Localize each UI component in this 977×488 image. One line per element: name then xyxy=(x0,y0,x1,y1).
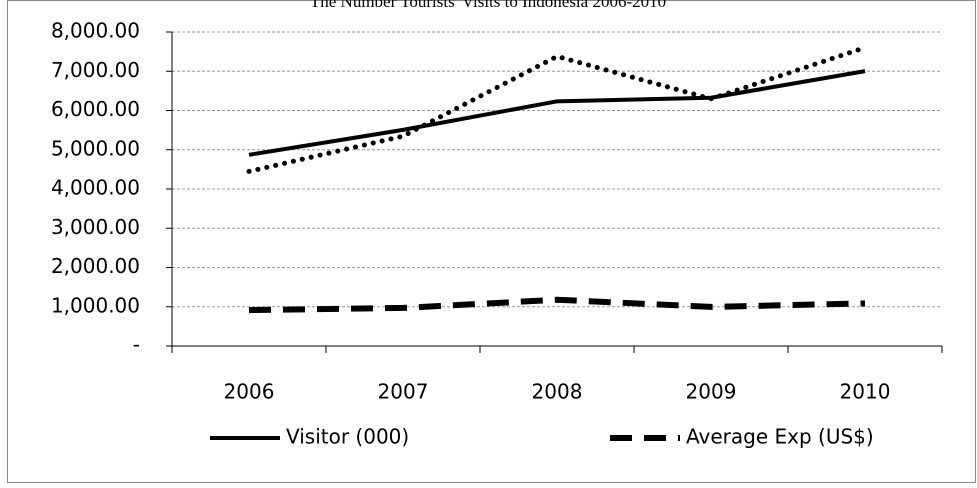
x-tick-label: 2006 xyxy=(224,380,275,404)
x-tick-label: 2007 xyxy=(378,380,429,404)
legend-label: Average Exp (US$) xyxy=(686,425,874,449)
y-tick-label: 4,000.00 xyxy=(51,176,140,200)
series-line xyxy=(246,45,868,174)
legend-label: Visitor (000) xyxy=(286,425,409,449)
x-tick-label: 2009 xyxy=(686,380,737,404)
chart-border xyxy=(7,0,976,483)
x-tick-label: 2010 xyxy=(840,380,891,404)
y-tick-label: 8,000.00 xyxy=(51,19,140,43)
y-tick-label: 6,000.00 xyxy=(51,97,140,121)
series-line xyxy=(248,296,866,314)
x-tick-label: 2008 xyxy=(532,380,583,404)
chart-title: The Number Tourists' Visits to Indonesia… xyxy=(310,0,666,11)
y-tick-label: 1,000.00 xyxy=(51,293,140,317)
y-tick-label: 7,000.00 xyxy=(51,58,140,82)
y-tick-label: - xyxy=(133,333,140,357)
y-tick-label: 2,000.00 xyxy=(51,254,140,278)
series-line xyxy=(248,69,866,157)
y-tick-label: 5,000.00 xyxy=(51,136,140,160)
y-tick-label: 3,000.00 xyxy=(51,215,140,239)
